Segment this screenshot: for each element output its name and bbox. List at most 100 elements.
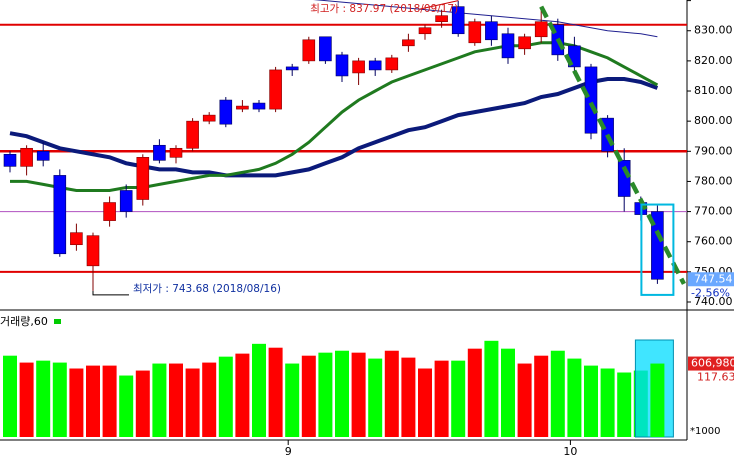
candle-body: [501, 33, 515, 59]
price-panel: 최고가 : 837.97 (2018/09/17) 최저가 : 743.68 (2…: [0, 0, 687, 296]
change-label: -2.56%: [691, 286, 730, 299]
volume-bar: [69, 368, 84, 437]
y-tick-label: 740.00: [694, 295, 733, 308]
ma-line: [10, 41, 659, 192]
volume-bar: [484, 340, 499, 437]
volume-bar: [335, 350, 349, 437]
volume-bar: [119, 375, 134, 437]
low-label: 최저가 : 743.68 (2018/08/16): [133, 283, 281, 295]
candle-body: [169, 147, 183, 158]
y-tick-label: 820.00: [694, 54, 733, 67]
candle-body: [86, 235, 100, 267]
candle-body: [385, 57, 399, 71]
axes: 740.00750.00760.00770.00780.00790.00800.…: [285, 0, 734, 458]
volume-bar: [102, 365, 117, 437]
volume-bar: [351, 352, 366, 437]
volume-bar: [36, 360, 51, 437]
candle-body: [20, 147, 33, 167]
price-tag-label: 747.54: [694, 272, 733, 285]
volume-bar: [285, 363, 300, 437]
high-label: 최고가 : 837.97 (2018/09/17): [310, 3, 458, 15]
volume-panel: [3, 339, 674, 438]
leader: [92, 290, 129, 296]
ma-line: [313, 0, 658, 38]
candle-body: [435, 15, 448, 22]
candle-body: [219, 99, 233, 125]
candle-body: [418, 27, 432, 35]
volume-bar: [268, 347, 283, 437]
y-tick-label: 780.00: [694, 174, 733, 187]
candle-body: [186, 120, 199, 149]
volume-bar: [617, 372, 632, 437]
volume-bar: [368, 358, 383, 437]
volume-bar: [3, 355, 17, 437]
volume-title: 거래량,60: [0, 315, 48, 328]
y-tick-label: 790.00: [694, 144, 733, 157]
candle-body: [518, 36, 531, 50]
volume-bar: [252, 343, 266, 437]
price-tag: [688, 272, 734, 287]
candle-body: [651, 211, 664, 280]
highlight-box: [640, 203, 675, 296]
volume-bar: [52, 362, 67, 437]
candle-body: [136, 157, 150, 200]
volume-bar: [534, 355, 549, 437]
volume-tag: [688, 356, 734, 371]
candle-body: [236, 105, 249, 110]
candle-body: [3, 154, 17, 167]
volume-bar: [301, 355, 316, 437]
candle-body: [617, 160, 631, 197]
volume-bar: [467, 348, 482, 437]
candle-body: [36, 150, 50, 161]
candle-body: [252, 102, 266, 110]
volume-bar: [384, 350, 399, 437]
y-tick-label: 770.00: [694, 205, 733, 218]
ratio-label: 117.63%: [697, 371, 734, 384]
y-tick-label: 830.00: [694, 24, 733, 37]
candle-body: [335, 54, 349, 77]
volume-bar: [584, 365, 598, 437]
ma-line: [9, 77, 659, 178]
volume-bar: [451, 360, 466, 437]
leader: [420, 0, 459, 10]
candle-body: [202, 114, 216, 122]
volume-bar: [152, 363, 167, 437]
x-tick-label: 10: [563, 445, 577, 458]
volume-bar: [218, 356, 233, 437]
volume-bar: [517, 363, 532, 437]
volume-unit: *1000: [690, 426, 720, 437]
candle-body: [153, 144, 166, 161]
volume-bar: [550, 350, 565, 437]
y-tick-label: 760.00: [694, 235, 733, 248]
volume-bar: [418, 368, 432, 437]
candle-body: [269, 69, 282, 110]
volume-bar: [434, 360, 449, 437]
volume-bar: [169, 363, 183, 437]
volume-bar: [19, 362, 34, 437]
volume-bar: [185, 368, 200, 437]
candle-body: [285, 66, 299, 71]
candle-body: [70, 232, 83, 246]
candle-body: [368, 60, 382, 71]
y-tick-label: 800.00: [694, 114, 733, 127]
x-tick-label: 9: [285, 445, 292, 458]
candle-body: [119, 190, 133, 212]
candle-body: [468, 21, 482, 44]
volume-bar: [600, 368, 615, 437]
candle-body: [451, 6, 465, 35]
volume-bar: [318, 352, 333, 437]
candle-body: [534, 21, 548, 38]
trend-line: [539, 5, 686, 285]
volume-bar: [235, 353, 250, 437]
volume-bar: [650, 363, 665, 437]
y-tick-label: 810.00: [694, 84, 733, 97]
volume-tag-label: 606,980: [691, 357, 734, 370]
candle-body: [352, 60, 365, 74]
volume-bar: [86, 365, 100, 437]
candle-body: [103, 202, 116, 221]
candle-body: [584, 66, 598, 134]
legend-swatch: [54, 319, 61, 324]
candle-body: [53, 175, 67, 255]
candle-body: [319, 36, 332, 62]
